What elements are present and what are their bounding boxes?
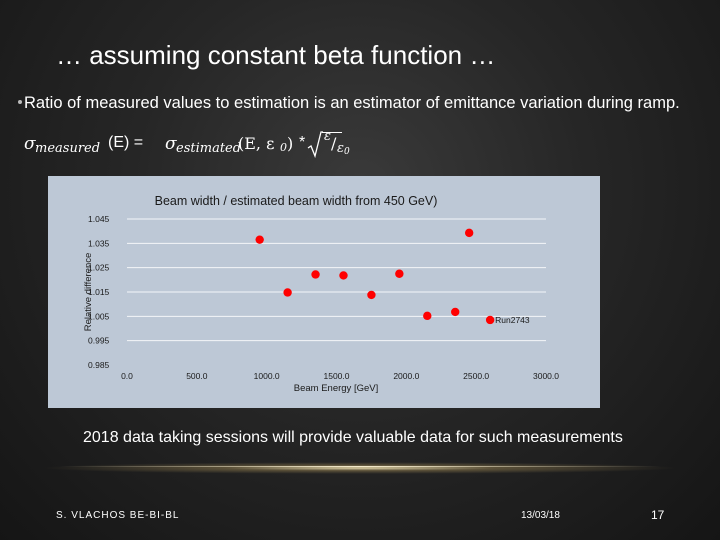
footer-date: 13/03/18 [521,510,560,521]
scatter-chart: Beam width / estimated beam width from 4… [83,194,559,394]
annotations: Run2743 [495,315,530,325]
point-annotation: Run2743 [495,315,530,325]
formula-rhs-argument-close: ) [287,134,294,153]
formula-rhs-argument-subscript: 0 [280,141,287,154]
data-point [367,290,376,300]
data-point [395,269,404,278]
y-axis-label: Relative difference [83,253,94,332]
data-point [311,270,320,279]
data-point [464,228,474,238]
y-tick-label: 1.005 [88,311,110,321]
y-tick-labels: 0.985 0.995 1.005 1.015 1.025 1.035 1.045 [88,214,110,370]
emittance-formula: σ measured (E) = σ estimated (E, ε 0 ) *… [24,128,354,162]
slide-caption: 2018 data taking sessions will provide v… [83,429,623,446]
x-tick-label: 0.0 [121,371,133,381]
data-point [283,288,292,297]
x-tick-label: 1500.0 [324,371,350,381]
formula-lhs-sigma: σ [24,134,36,154]
chart-panel: Beam width / estimated beam width from 4… [48,176,600,408]
square-root-icon [307,131,323,159]
formula-rhs-argument: (E, ε [238,134,275,153]
formula-rhs-subscript: estimated [176,141,242,156]
bullet-marker [18,100,22,104]
formula-sqrt-denominator-subscript: 0 [344,147,350,157]
square-root-bar [322,132,342,133]
y-tick-label: 1.015 [88,287,110,297]
x-tick-label: 2500.0 [463,371,489,381]
x-axis-label: Beam Energy [GeV] [294,383,378,394]
data-point [485,315,495,325]
y-tick-label: 0.985 [88,360,110,370]
data-point [451,307,460,317]
formula-sqrt-slash: / [331,134,337,153]
y-tick-label: 1.035 [88,238,110,248]
y-tick-label: 1.025 [88,263,110,273]
formula-times: * [299,134,306,151]
slide-title: … assuming constant beta function … [56,40,496,70]
gridlines [127,218,546,342]
data-point [423,311,432,321]
footer-author: S. VLACHOS BE-BI-BL [56,510,180,521]
data-point [255,235,264,244]
x-tick-label: 2000.0 [393,371,419,381]
data-points [255,228,495,325]
y-tick-label: 0.995 [88,336,110,346]
formula-rhs-sigma: σ [165,134,177,154]
decorative-glow [40,462,680,474]
y-tick-label: 1.045 [88,214,110,224]
formula-lhs-subscript: measured [35,141,101,156]
formula-lhs-argument: (E) = [108,134,144,151]
x-tick-label: 1000.0 [254,371,280,381]
decorative-divider [60,466,660,467]
data-point [339,271,348,280]
bullet-text: Ratio of measured values to estimation i… [24,94,680,112]
page-number: 17 [651,508,665,522]
formula-sqrt-denominator: ε [337,141,344,156]
chart-title: Beam width / estimated beam width from 4… [155,194,438,208]
x-tick-label: 500.0 [186,371,208,381]
x-tick-labels: 0.0 500.0 1000.0 1500.0 2000.0 2500.0 3000.0 [121,371,559,381]
x-tick-label: 3000.0 [533,371,559,381]
formula-sqrt-numerator: ε [324,129,331,144]
